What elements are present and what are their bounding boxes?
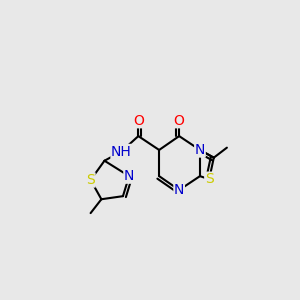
Text: S: S — [86, 173, 95, 187]
Text: S: S — [205, 172, 214, 186]
Text: O: O — [174, 114, 184, 128]
Text: NH: NH — [111, 145, 132, 158]
Text: O: O — [133, 114, 144, 128]
Text: N: N — [195, 143, 205, 157]
Text: N: N — [124, 169, 134, 183]
Text: N: N — [174, 183, 184, 197]
